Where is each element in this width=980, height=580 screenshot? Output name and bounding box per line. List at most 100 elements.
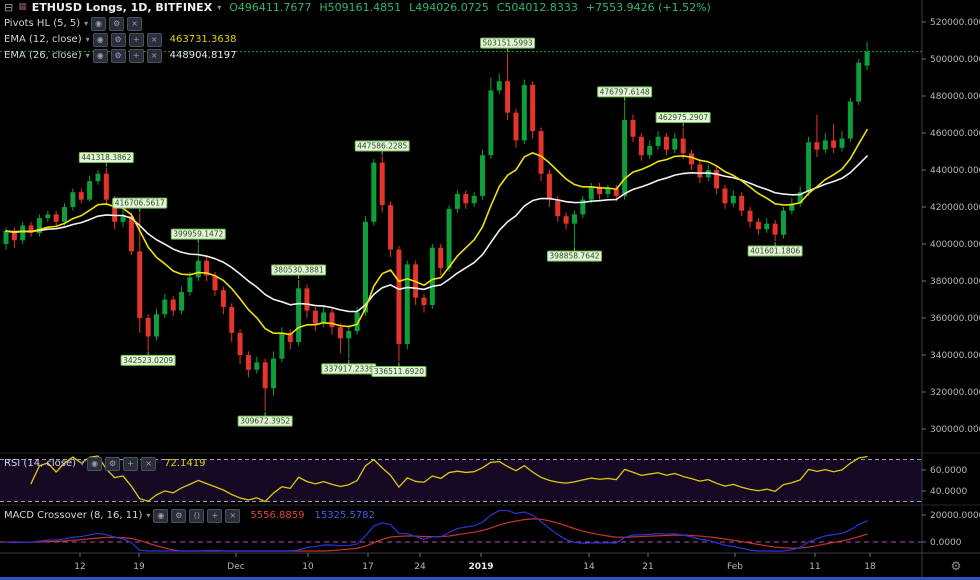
candle-body-up [195, 260, 201, 278]
candle-body-down [546, 173, 552, 200]
candle-body-up [496, 81, 502, 91]
candle-body-up [647, 145, 653, 156]
candle-body-down [513, 112, 519, 141]
candle-body-up [62, 207, 68, 222]
ohlc-high: H509161.4851 [319, 1, 402, 14]
axis-label: 460000.0000 [930, 129, 980, 139]
rsi-line [30, 455, 868, 503]
candle-body-up [296, 288, 302, 343]
candle-body-down [630, 120, 636, 137]
legend-row-ema12[interactable]: EMA (12, close) ▾ ◉ ⚙ + × 463731.3638 [4, 32, 236, 47]
candle-body-up [70, 192, 76, 207]
candle-body-up [187, 277, 193, 293]
chart-type-icon[interactable]: ▦ [18, 2, 27, 12]
gear-icon[interactable]: ⚙ [110, 48, 126, 63]
eye-icon[interactable]: ◉ [87, 456, 103, 471]
close-icon[interactable]: × [225, 508, 241, 523]
macd-line-value: 15325.5782 [314, 510, 375, 521]
ohlc-low: L494026.0725 [409, 1, 489, 14]
pivot-label-text: 462975.2907 [658, 113, 708, 122]
candle-body-up [179, 292, 185, 311]
legend-row-pivots[interactable]: Pivots HL (5, 5) ▾ ◉ ⚙ × [4, 16, 143, 31]
axis-label: 40.0000 [930, 487, 967, 497]
candle-body-down [53, 214, 59, 222]
candle-body-up [321, 312, 327, 324]
plus-icon[interactable]: + [128, 48, 144, 63]
candle-body-up [454, 194, 460, 209]
axis-label: 380000.0000 [930, 277, 980, 287]
candle-body-down [689, 153, 695, 165]
pivot-label-text: 342523.0209 [123, 356, 173, 365]
ema12-line [5, 128, 868, 336]
ohlc-close: C504012.8333 [496, 1, 578, 14]
legend-row-macd[interactable]: MACD Crossover (8, 16, 11) ▾ ◉ ⚙ () + × … [4, 508, 375, 523]
ohlc-open: O496411.7677 [229, 1, 312, 14]
collapse-panel-icon[interactable]: ⊟ [4, 1, 14, 14]
pivot-label-box [170, 228, 226, 240]
candle-body-down [538, 131, 544, 174]
plus-icon[interactable]: + [207, 508, 223, 523]
candle-body-up [3, 231, 9, 244]
legend-row-rsi[interactable]: RSI (14, close) ▾ ◉ ⚙ + × 72.1419 [4, 456, 205, 471]
candle-body-up [471, 195, 477, 204]
close-icon[interactable]: × [127, 16, 143, 31]
ema12-caret-icon[interactable]: ▾ [85, 35, 90, 44]
candle-body-down [229, 306, 235, 333]
candle-body-up [95, 173, 101, 182]
symbol-title[interactable]: ETHUSD Longs, 1D, BITFINEX [31, 1, 213, 14]
pivot-label-box [112, 197, 168, 209]
candle-body-up [847, 101, 853, 139]
candle-body-up [780, 210, 786, 235]
candle-body-down [237, 332, 243, 355]
candle-body-down [145, 318, 151, 337]
source-code-icon[interactable]: () [189, 508, 205, 523]
gear-icon[interactable]: ⚙ [105, 456, 121, 471]
time-label: 10 [302, 562, 314, 572]
time-label: 12 [74, 562, 85, 572]
candle-body-up [521, 84, 527, 141]
candle-body-down [530, 84, 536, 132]
eye-icon[interactable]: ◉ [91, 16, 107, 31]
time-label: Feb [727, 562, 743, 572]
candle-body-up [271, 358, 277, 389]
gear-icon[interactable]: ⚙ [109, 16, 125, 31]
candle-body-down [505, 81, 511, 113]
eye-icon[interactable]: ◉ [92, 32, 108, 47]
pivot-label-box [597, 86, 653, 98]
candle-body-down [170, 299, 176, 311]
plus-icon[interactable]: + [123, 456, 139, 471]
legend-row-ema26[interactable]: EMA (26, close) ▾ ◉ ⚙ + × 448904.8197 [4, 48, 236, 63]
candle-body-up [36, 218, 42, 233]
axis-label: 400000.0000 [930, 240, 980, 250]
candle-body-up [371, 162, 377, 222]
close-icon[interactable]: × [141, 456, 157, 471]
pivots-caret-icon[interactable]: ▾ [84, 19, 89, 28]
gear-icon[interactable]: ⚙ [110, 32, 126, 47]
time-label: 17 [362, 562, 373, 572]
close-icon[interactable]: × [146, 32, 162, 47]
candle-body-up [362, 221, 368, 313]
plus-icon[interactable]: + [128, 32, 144, 47]
pivot-label-text: 398858.7642 [549, 252, 599, 261]
close-icon[interactable]: × [146, 48, 162, 63]
eye-icon[interactable]: ◉ [92, 48, 108, 63]
rsi-caret-icon[interactable]: ▾ [80, 459, 85, 468]
pivot-label-text: 416706.5617 [115, 199, 165, 208]
macd-caret-icon[interactable]: ▾ [146, 511, 151, 520]
ema26-caret-icon[interactable]: ▾ [85, 51, 90, 60]
symbol-caret-icon[interactable]: ▾ [217, 3, 222, 12]
candle-body-up [864, 51, 870, 66]
pivot-label-text: 309672.3952 [240, 417, 290, 426]
rsi-label: RSI (14, close) [4, 458, 77, 469]
macd-line [5, 509, 868, 552]
candle-body-up [856, 62, 862, 102]
time-label: 11 [809, 562, 820, 572]
candle-body-down [755, 221, 761, 230]
candle-body-up [162, 299, 168, 315]
eye-icon[interactable]: ◉ [153, 508, 169, 523]
candle-body-down [112, 199, 118, 222]
candle-body-down [103, 173, 109, 200]
timezone-settings-gear-icon[interactable]: ⚙ [950, 559, 962, 573]
gear-icon[interactable]: ⚙ [171, 508, 187, 523]
